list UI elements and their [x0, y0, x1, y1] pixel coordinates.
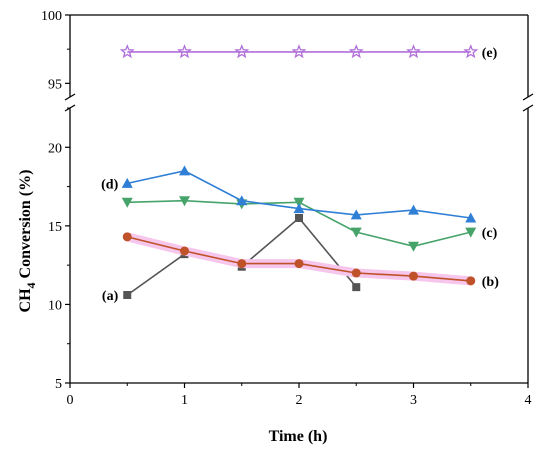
y-tick-label: 15	[48, 220, 62, 235]
labels-layer: Time (h) CH4 Conversion (%)	[17, 170, 327, 445]
y-tick-label: 10	[48, 298, 62, 313]
data-point	[119, 44, 135, 59]
axis-break-mark-right-2	[522, 104, 534, 112]
data-point	[291, 44, 307, 59]
data-point	[121, 197, 133, 208]
y-tick-label: 95	[48, 77, 62, 92]
data-point	[293, 203, 305, 214]
ticks-layer: 0 1 2 3 4 5 10 15 20 95 100	[41, 9, 532, 408]
data-point	[236, 195, 248, 206]
y-tick-label: 5	[55, 377, 62, 392]
x-tick-label: 2	[296, 393, 303, 408]
x-tick-label: 0	[67, 393, 74, 408]
data-point	[179, 165, 190, 176]
series-e: (e)	[119, 44, 498, 61]
series-c: (c)	[121, 196, 498, 252]
data-point	[348, 44, 364, 59]
data-point	[295, 214, 303, 222]
data-point	[466, 276, 476, 286]
y-tick-label: 20	[48, 141, 62, 156]
x-tick-label: 3	[410, 393, 417, 408]
data-point	[406, 44, 421, 59]
x-tick-label: 1	[181, 393, 188, 408]
data-point	[122, 232, 132, 242]
x-tick-label: 4	[525, 393, 532, 408]
series-label: (e)	[482, 46, 498, 61]
series-label: (d)	[101, 177, 118, 192]
series-b: (b)	[122, 232, 499, 290]
x-axis-title: Time (h)	[269, 428, 328, 445]
data-point	[179, 196, 190, 207]
series-label: (a)	[102, 289, 119, 304]
series-layer: (a) (b) (c) (d) (e)	[101, 44, 499, 304]
data-point	[234, 44, 250, 59]
data-point	[465, 212, 477, 223]
data-point	[408, 204, 419, 215]
data-point	[350, 209, 362, 220]
data-point	[237, 259, 247, 269]
data-point	[123, 291, 132, 299]
data-point	[177, 44, 192, 59]
data-point	[408, 241, 419, 252]
series-label: (b)	[482, 275, 499, 290]
data-point	[121, 177, 133, 188]
data-point	[352, 283, 361, 292]
axis-break-mark-left-1	[64, 93, 76, 101]
series-label: (c)	[482, 226, 498, 241]
data-point	[351, 268, 361, 278]
series-d: (d)	[101, 165, 477, 223]
data-point	[463, 44, 479, 59]
y-axis-title: CH4 Conversion (%)	[17, 170, 38, 313]
data-point	[350, 227, 362, 238]
series-line	[126, 216, 357, 296]
data-point	[294, 259, 304, 269]
axis-break-mark-right-1	[522, 93, 534, 101]
data-point	[293, 197, 305, 208]
data-point	[465, 227, 477, 238]
plot-frame	[64, 14, 534, 384]
y-tick-label: 100	[41, 9, 62, 24]
data-point	[180, 246, 189, 256]
data-point	[409, 271, 418, 281]
